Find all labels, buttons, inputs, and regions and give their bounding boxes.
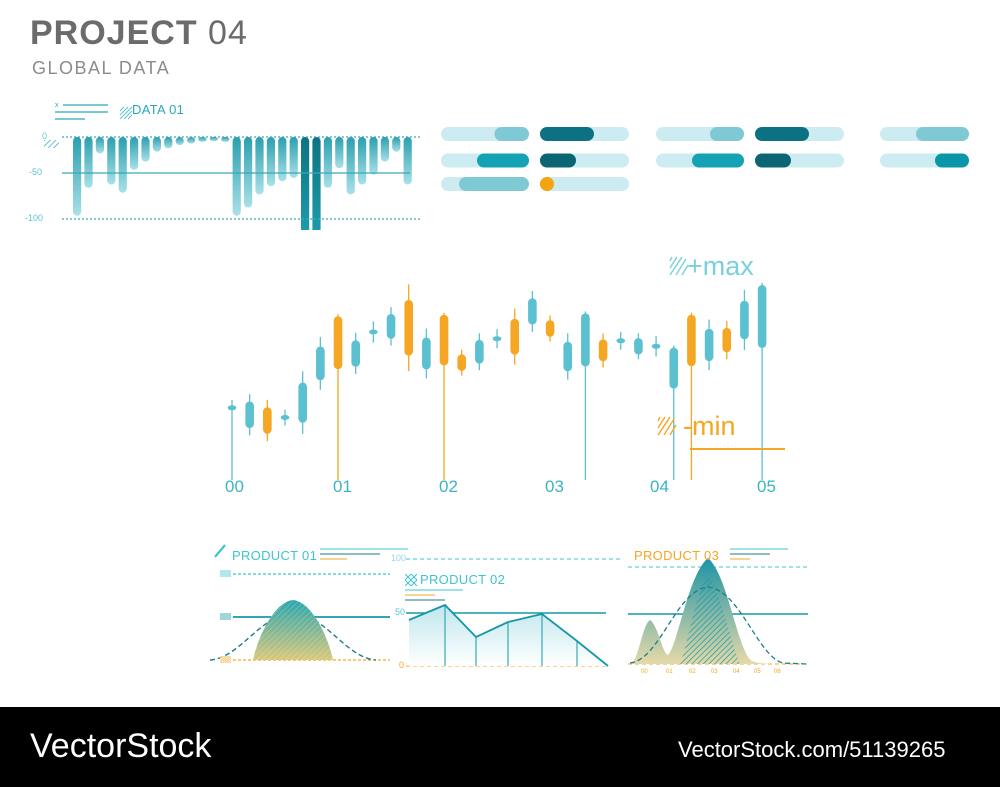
svg-text:02: 02 <box>689 669 696 675</box>
svg-text:00: 00 <box>641 669 648 675</box>
svg-text:06: 06 <box>774 669 781 675</box>
svg-text:01: 01 <box>666 669 673 675</box>
svg-text:03: 03 <box>711 669 718 675</box>
svg-text:04: 04 <box>733 669 740 675</box>
svg-text:05: 05 <box>754 669 761 675</box>
